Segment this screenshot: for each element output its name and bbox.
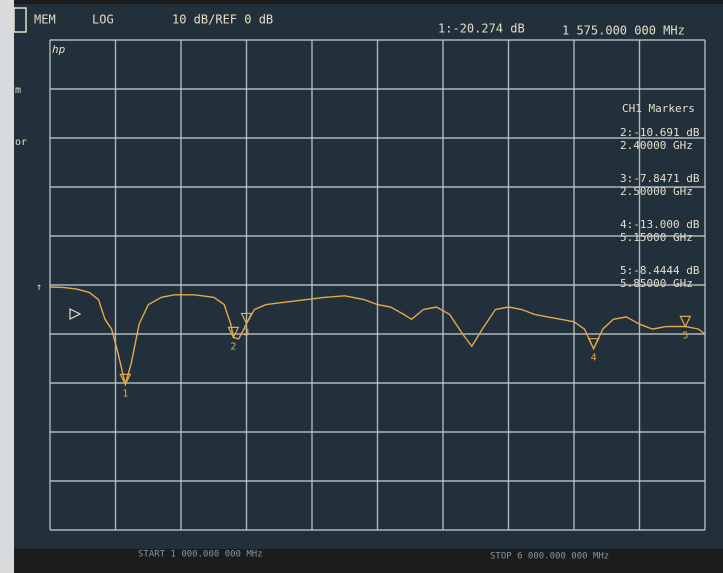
- marker: [679, 315, 692, 328]
- scale: 10 dB/REF 0 dB: [172, 13, 273, 27]
- marker-table-value: 3:-7.8471 dB: [620, 172, 700, 185]
- mode-box: [13, 7, 27, 33]
- active-marker-value: 1:-20.274 dB: [438, 22, 525, 36]
- marker-label: 5: [682, 330, 688, 341]
- marker-label: 3: [244, 327, 250, 338]
- side-arrow: ↑: [36, 282, 42, 293]
- marker-table-value: 4:-13.000 dB: [620, 218, 700, 231]
- side-label: m: [15, 85, 21, 96]
- format: LOG: [92, 13, 114, 27]
- logo: hp: [52, 43, 66, 56]
- start-label: START 1 000.000 000 MHz: [138, 550, 263, 560]
- marker-label: 2: [230, 341, 236, 352]
- marker: [240, 312, 253, 325]
- marker-label: 1: [122, 388, 128, 399]
- marker-table-value: 5:-8.4444 dB: [620, 264, 700, 277]
- mode: MEM: [34, 13, 56, 27]
- stop-label: STOP 6 000.000 000 MHz: [490, 552, 609, 562]
- marker-table-freq: 5.15000 GHz: [620, 231, 693, 244]
- left-edge: [0, 0, 14, 573]
- marker-table-title: CH1 Markers: [622, 102, 695, 115]
- reference-marker: [69, 308, 82, 320]
- marker-table-freq: 5.85000 GHz: [620, 277, 693, 290]
- active-marker-freq: 1 575.000 000 MHz: [562, 24, 685, 38]
- marker-table-freq: 2.50000 GHz: [620, 185, 693, 198]
- side-label: or: [15, 137, 27, 148]
- marker: [587, 338, 600, 351]
- screen: [14, 4, 723, 549]
- marker-table-value: 2:-10.691 dB: [620, 126, 700, 139]
- marker-table-freq: 2.40000 GHz: [620, 139, 693, 152]
- marker: [227, 326, 240, 339]
- marker-label: 4: [591, 353, 597, 364]
- marker: [119, 373, 132, 386]
